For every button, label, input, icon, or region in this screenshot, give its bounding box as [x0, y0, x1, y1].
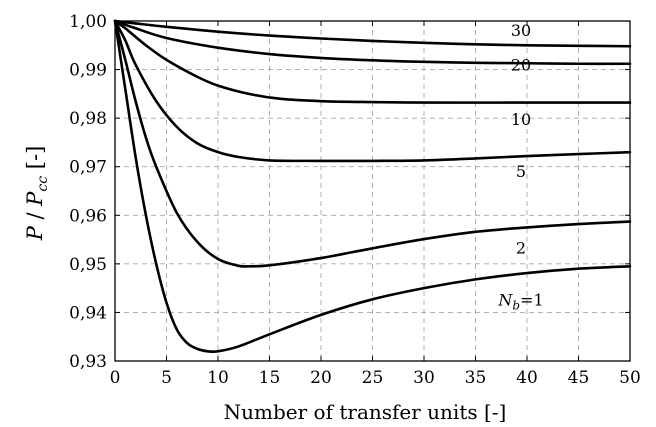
- series-labels: 30 20 10 5 2 Nb=1: [497, 21, 543, 312]
- y-tick-label: 1,00: [69, 12, 107, 32]
- y-axis-title: P / Pcc [-]: [23, 146, 51, 242]
- x-tick-label: 50: [619, 368, 641, 388]
- x-tick-label: 45: [568, 368, 590, 388]
- y-tick-label: 0,96: [69, 206, 107, 226]
- x-tick-label: 10: [207, 368, 229, 388]
- x-tick-label: 15: [259, 368, 281, 388]
- y-tick-label: 0,95: [69, 255, 107, 275]
- grid: [115, 21, 630, 361]
- x-tick-label: 25: [362, 368, 384, 388]
- series-lines: [113, 19, 632, 354]
- y-tick-label: 0,99: [69, 61, 107, 81]
- y-tick-label: 0,97: [69, 158, 107, 178]
- y-axis-title-subscript: cc: [35, 176, 51, 192]
- series-label: 5: [516, 162, 526, 181]
- x-tick-label: 30: [413, 368, 435, 388]
- axis-ticks: [114, 20, 631, 362]
- series-line: [113, 19, 632, 354]
- series-line: [113, 19, 632, 268]
- series-line: [113, 19, 632, 104]
- y-tick-label: 0,93: [69, 352, 107, 372]
- y-tick-label: 0,98: [69, 109, 107, 129]
- y-axis-title-unit: [-]: [23, 146, 47, 176]
- series-line: [113, 19, 632, 163]
- y-axis-title-sep: /: [23, 206, 47, 226]
- x-tick-label: 35: [465, 368, 487, 388]
- x-tick-label: 5: [161, 368, 172, 388]
- x-tick-label: 0: [110, 368, 121, 388]
- x-tick-labels: 0 5 10 15 20 25 30 35 40 45 50: [110, 368, 641, 388]
- series-label: 2: [516, 238, 526, 257]
- x-tick-label: 20: [310, 368, 332, 388]
- series-line: [113, 19, 632, 48]
- y-tick-label: 0,94: [69, 303, 107, 323]
- series-label: Nb=1: [497, 290, 543, 312]
- y-tick-labels: 0,93 0,94 0,95 0,96 0,97 0,98 0,99 1,00: [69, 12, 107, 372]
- x-tick-label: 40: [516, 368, 538, 388]
- series-label: 30: [511, 21, 531, 40]
- series-label: 20: [511, 56, 531, 75]
- series-label: 10: [511, 110, 531, 129]
- y-axis-title-main: P: [23, 225, 47, 241]
- series-line: [113, 19, 632, 66]
- y-axis-title-sub-base: P: [23, 191, 47, 207]
- x-axis-title: Number of transfer units [-]: [224, 400, 507, 424]
